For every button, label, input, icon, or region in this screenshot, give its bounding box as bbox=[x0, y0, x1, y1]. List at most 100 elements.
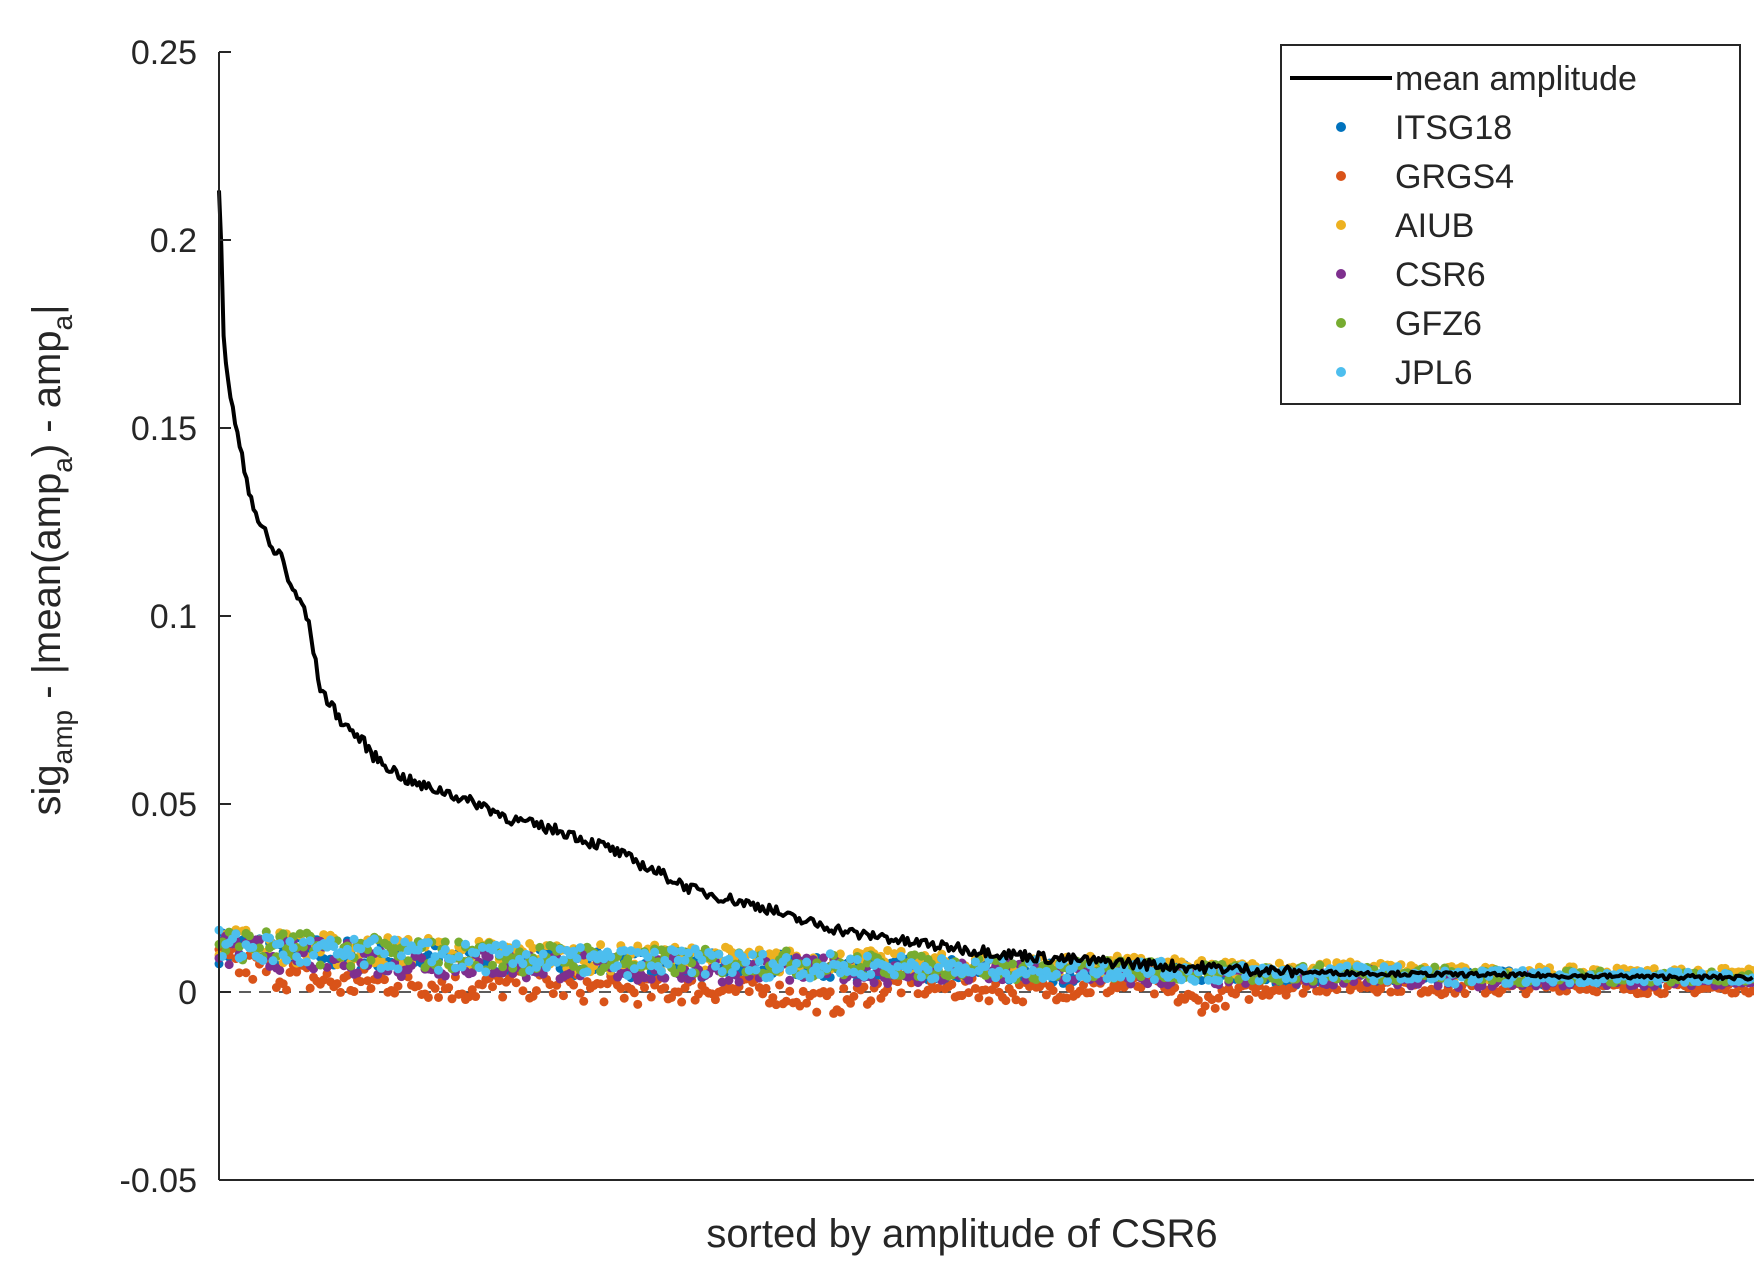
scatter-point bbox=[677, 946, 687, 956]
scatter-point bbox=[883, 945, 893, 955]
scatter-point bbox=[231, 929, 241, 939]
scatter-point bbox=[322, 969, 332, 979]
scatter-point bbox=[295, 929, 305, 939]
scatter-point bbox=[464, 957, 474, 967]
scatter-point bbox=[298, 937, 308, 947]
scatter-point bbox=[400, 937, 410, 947]
scatter-point bbox=[444, 983, 454, 993]
scatter-point bbox=[569, 962, 579, 972]
scatter-point bbox=[1021, 969, 1031, 979]
scatter-point bbox=[356, 944, 366, 954]
scatter-point bbox=[339, 961, 349, 971]
legend-marker-itsg18 bbox=[1336, 122, 1346, 132]
scatter-point bbox=[758, 949, 768, 959]
scatter-point bbox=[957, 991, 967, 1001]
scatter-point bbox=[734, 977, 744, 987]
scatter-point bbox=[491, 940, 501, 950]
scatter-point bbox=[315, 960, 325, 970]
scatter-point bbox=[528, 943, 538, 953]
scatter-point bbox=[1433, 981, 1443, 991]
scatter-point bbox=[1244, 994, 1254, 1004]
scatter-point bbox=[525, 966, 535, 976]
scatter-point bbox=[785, 986, 795, 996]
scatter-point bbox=[504, 944, 514, 954]
scatter-point bbox=[356, 977, 366, 987]
scatter-point bbox=[1379, 962, 1389, 972]
scatter-point bbox=[471, 948, 481, 958]
scatter-point bbox=[366, 955, 376, 965]
scatter-point bbox=[744, 965, 754, 975]
scatter-point bbox=[751, 965, 761, 975]
scatter-point bbox=[393, 981, 403, 991]
scatter-point bbox=[970, 984, 980, 994]
scatter-point bbox=[1068, 975, 1078, 985]
scatter-point bbox=[866, 969, 876, 979]
scatter-point bbox=[947, 979, 957, 989]
scatter-point bbox=[521, 949, 531, 959]
y-tick-labels: -0.05 0 0.05 0.1 0.15 0.2 0.25 bbox=[120, 34, 198, 1200]
y-tick-label: 0 bbox=[178, 974, 197, 1012]
scatter-point bbox=[670, 968, 680, 978]
scatter-point bbox=[707, 950, 717, 960]
scatter-point bbox=[1531, 977, 1541, 987]
scatter-point bbox=[805, 973, 815, 983]
scatter-point bbox=[852, 955, 862, 965]
legend-label: GFZ6 bbox=[1395, 305, 1482, 343]
scatter-point bbox=[602, 979, 612, 989]
scatter-point bbox=[856, 962, 866, 972]
scatter-point bbox=[768, 993, 778, 1003]
scatter-point bbox=[336, 987, 346, 997]
scatter-point bbox=[596, 979, 606, 989]
legend-label: GRGS4 bbox=[1395, 158, 1514, 196]
scatter-point bbox=[849, 991, 859, 1001]
scatter-point bbox=[1062, 993, 1072, 1003]
scatter-point bbox=[808, 988, 818, 998]
x-axis-label: sorted by amplitude of CSR6 bbox=[706, 1212, 1217, 1256]
scatter-point bbox=[305, 983, 315, 993]
scatter-point bbox=[366, 983, 376, 993]
scatter-point bbox=[1214, 976, 1224, 986]
scatter-point bbox=[1639, 977, 1649, 987]
scatter-point bbox=[244, 931, 254, 941]
scatter-point bbox=[643, 952, 653, 962]
y-axis-label: sigamp - |mean(ampa) - ampa| bbox=[25, 305, 78, 816]
scatter-point bbox=[710, 995, 720, 1005]
scatter-point bbox=[724, 954, 734, 964]
scatter-point bbox=[673, 987, 683, 997]
scatter-point bbox=[582, 967, 592, 977]
scatter-point bbox=[903, 972, 913, 982]
scatter-point bbox=[383, 940, 393, 950]
scatter-point bbox=[923, 965, 933, 975]
scatter-point bbox=[329, 942, 339, 952]
scatter-point bbox=[866, 996, 876, 1006]
scatter-point bbox=[440, 971, 450, 981]
plot-area bbox=[214, 190, 1754, 1018]
scatter-point bbox=[558, 991, 568, 1001]
scatter-point bbox=[1281, 974, 1291, 984]
scatter-point bbox=[646, 974, 656, 984]
scatter-point bbox=[700, 969, 710, 979]
scatter-point bbox=[791, 958, 801, 968]
scatter-point bbox=[1011, 995, 1021, 1005]
scatter-point bbox=[1220, 1001, 1230, 1011]
scatter-point bbox=[673, 955, 683, 965]
scatter-point bbox=[545, 980, 555, 990]
scatter-point bbox=[663, 959, 673, 969]
scatter-point bbox=[687, 968, 697, 978]
scatter-point bbox=[687, 958, 697, 968]
scatter-point bbox=[818, 953, 828, 963]
scatter-point bbox=[798, 969, 808, 979]
scatter-point bbox=[619, 993, 629, 1003]
scatter-point bbox=[754, 956, 764, 966]
scatter-point bbox=[815, 970, 825, 980]
scatter-point bbox=[569, 946, 579, 956]
scatter-point bbox=[660, 973, 670, 983]
scatter-point bbox=[1450, 979, 1460, 989]
scatter-point bbox=[457, 962, 467, 972]
scatter-point bbox=[305, 936, 315, 946]
scatter-point bbox=[1430, 962, 1440, 972]
scatter-point bbox=[498, 940, 508, 950]
scatter-point bbox=[798, 986, 808, 996]
legend-marker-jpl6 bbox=[1336, 367, 1346, 377]
scatter-point bbox=[450, 963, 460, 973]
